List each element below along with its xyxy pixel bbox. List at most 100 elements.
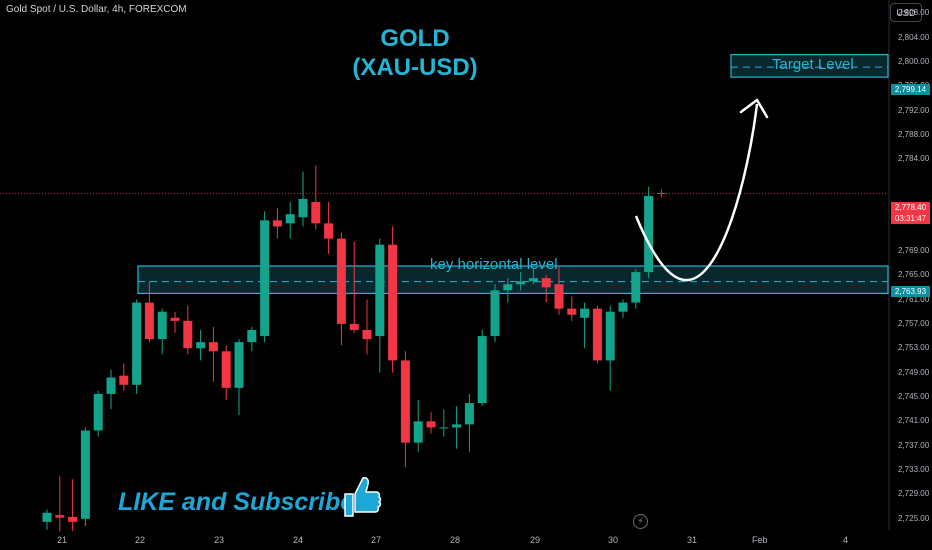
target-level-price-tag: 2,799.14 bbox=[891, 84, 930, 95]
y-tick-label: 2,733.00 bbox=[898, 465, 930, 475]
candle-body bbox=[80, 430, 90, 519]
candle-body bbox=[260, 220, 270, 337]
y-tick-label: 2,753.00 bbox=[898, 343, 930, 353]
candle-body bbox=[132, 302, 142, 385]
candle bbox=[439, 409, 449, 437]
candle bbox=[183, 305, 193, 355]
candle bbox=[272, 208, 282, 239]
candle bbox=[285, 202, 295, 239]
candle-body bbox=[400, 360, 410, 443]
thumbs-up-icon bbox=[344, 477, 382, 517]
candle-body bbox=[144, 302, 154, 340]
candle-body bbox=[93, 393, 103, 431]
candle bbox=[336, 232, 346, 346]
key-level-label: key horizontal level bbox=[430, 256, 558, 273]
chart-title-annotation: GOLD (XAU-USD) bbox=[330, 24, 500, 82]
candle-body bbox=[336, 238, 346, 324]
lightning-icon[interactable]: ⚡ bbox=[633, 514, 648, 529]
y-tick-label: 2,749.00 bbox=[898, 367, 930, 377]
projection-arrow-path bbox=[634, 103, 759, 282]
y-tick-label: 2,765.00 bbox=[898, 270, 930, 280]
candle-body bbox=[554, 284, 564, 309]
candle-body bbox=[388, 244, 398, 361]
candle bbox=[247, 326, 257, 352]
candle-body bbox=[208, 342, 218, 352]
candle-body bbox=[477, 336, 487, 404]
candle-body bbox=[285, 214, 295, 224]
candle bbox=[464, 393, 474, 452]
candle-body bbox=[490, 290, 500, 337]
candle bbox=[388, 226, 398, 373]
candle bbox=[490, 284, 500, 343]
candle-body bbox=[644, 195, 654, 273]
y-tick-label: 2,729.00 bbox=[898, 489, 930, 499]
x-tick-label: 23 bbox=[214, 535, 225, 545]
candle-body bbox=[592, 308, 602, 361]
candle bbox=[528, 269, 538, 285]
x-tick-label: 30 bbox=[608, 535, 619, 545]
y-tick-label: 2,804.00 bbox=[898, 32, 930, 42]
x-tick-label: Feb bbox=[752, 535, 768, 545]
x-tick-label: 22 bbox=[135, 535, 146, 545]
candle-body bbox=[528, 278, 538, 282]
candle bbox=[541, 275, 551, 303]
x-tick-label: 29 bbox=[530, 535, 541, 545]
candle-body bbox=[541, 278, 551, 288]
x-tick-label: 21 bbox=[57, 535, 68, 545]
candle bbox=[554, 266, 564, 315]
candle bbox=[55, 476, 65, 532]
candle-body bbox=[580, 308, 590, 318]
candle-body bbox=[567, 308, 577, 315]
candle bbox=[375, 238, 385, 373]
candle bbox=[605, 305, 615, 391]
current-price-tag: 2,778.40 03:31:47 bbox=[891, 202, 930, 224]
x-tick-label: 24 bbox=[293, 535, 304, 545]
candle bbox=[580, 302, 590, 349]
x-tick-label: 28 bbox=[450, 535, 461, 545]
candle bbox=[132, 299, 142, 394]
y-tick-label: 2,741.00 bbox=[898, 416, 930, 426]
candle bbox=[567, 296, 577, 321]
candle-body bbox=[605, 311, 615, 361]
candle bbox=[208, 326, 218, 382]
candle bbox=[516, 272, 526, 291]
candle-body bbox=[631, 272, 641, 303]
y-tick-label: 2,757.00 bbox=[898, 318, 930, 328]
candle bbox=[311, 165, 321, 230]
candle-body bbox=[157, 311, 167, 340]
x-tick-label: 4 bbox=[843, 535, 849, 545]
y-tick-label: 2,808.00 bbox=[898, 8, 930, 18]
candle bbox=[80, 427, 90, 527]
candle bbox=[170, 311, 180, 334]
zone-box[interactable] bbox=[730, 54, 889, 78]
candle bbox=[157, 308, 167, 355]
candle-body bbox=[426, 421, 436, 428]
candle-body bbox=[349, 323, 359, 330]
candle-body bbox=[503, 284, 513, 291]
y-tick-label: 2,788.00 bbox=[898, 130, 930, 140]
candle-body bbox=[247, 329, 257, 343]
y-tick-label: 2,737.00 bbox=[898, 440, 930, 450]
candle bbox=[477, 329, 487, 407]
candle bbox=[196, 329, 206, 361]
candle-body bbox=[196, 342, 206, 349]
candle bbox=[221, 345, 231, 401]
currency-button[interactable]: USD bbox=[890, 3, 922, 22]
y-tick-label: 2,800.00 bbox=[898, 56, 930, 66]
candle bbox=[298, 171, 308, 227]
current-price-value: 2,778.40 bbox=[894, 203, 927, 212]
candle-body bbox=[516, 281, 526, 285]
candle-body bbox=[119, 375, 129, 385]
candle-body bbox=[42, 512, 52, 522]
candle bbox=[413, 400, 423, 452]
target-level-label: Target Level bbox=[772, 56, 854, 73]
candle bbox=[644, 186, 654, 279]
candle-body bbox=[311, 202, 321, 224]
candle bbox=[260, 211, 270, 343]
candle-body bbox=[439, 427, 449, 429]
promo-text: LIKE and Subscribe bbox=[118, 488, 355, 516]
candle bbox=[426, 412, 436, 434]
y-tick-label: 2,792.00 bbox=[898, 105, 930, 115]
candle bbox=[592, 305, 602, 364]
